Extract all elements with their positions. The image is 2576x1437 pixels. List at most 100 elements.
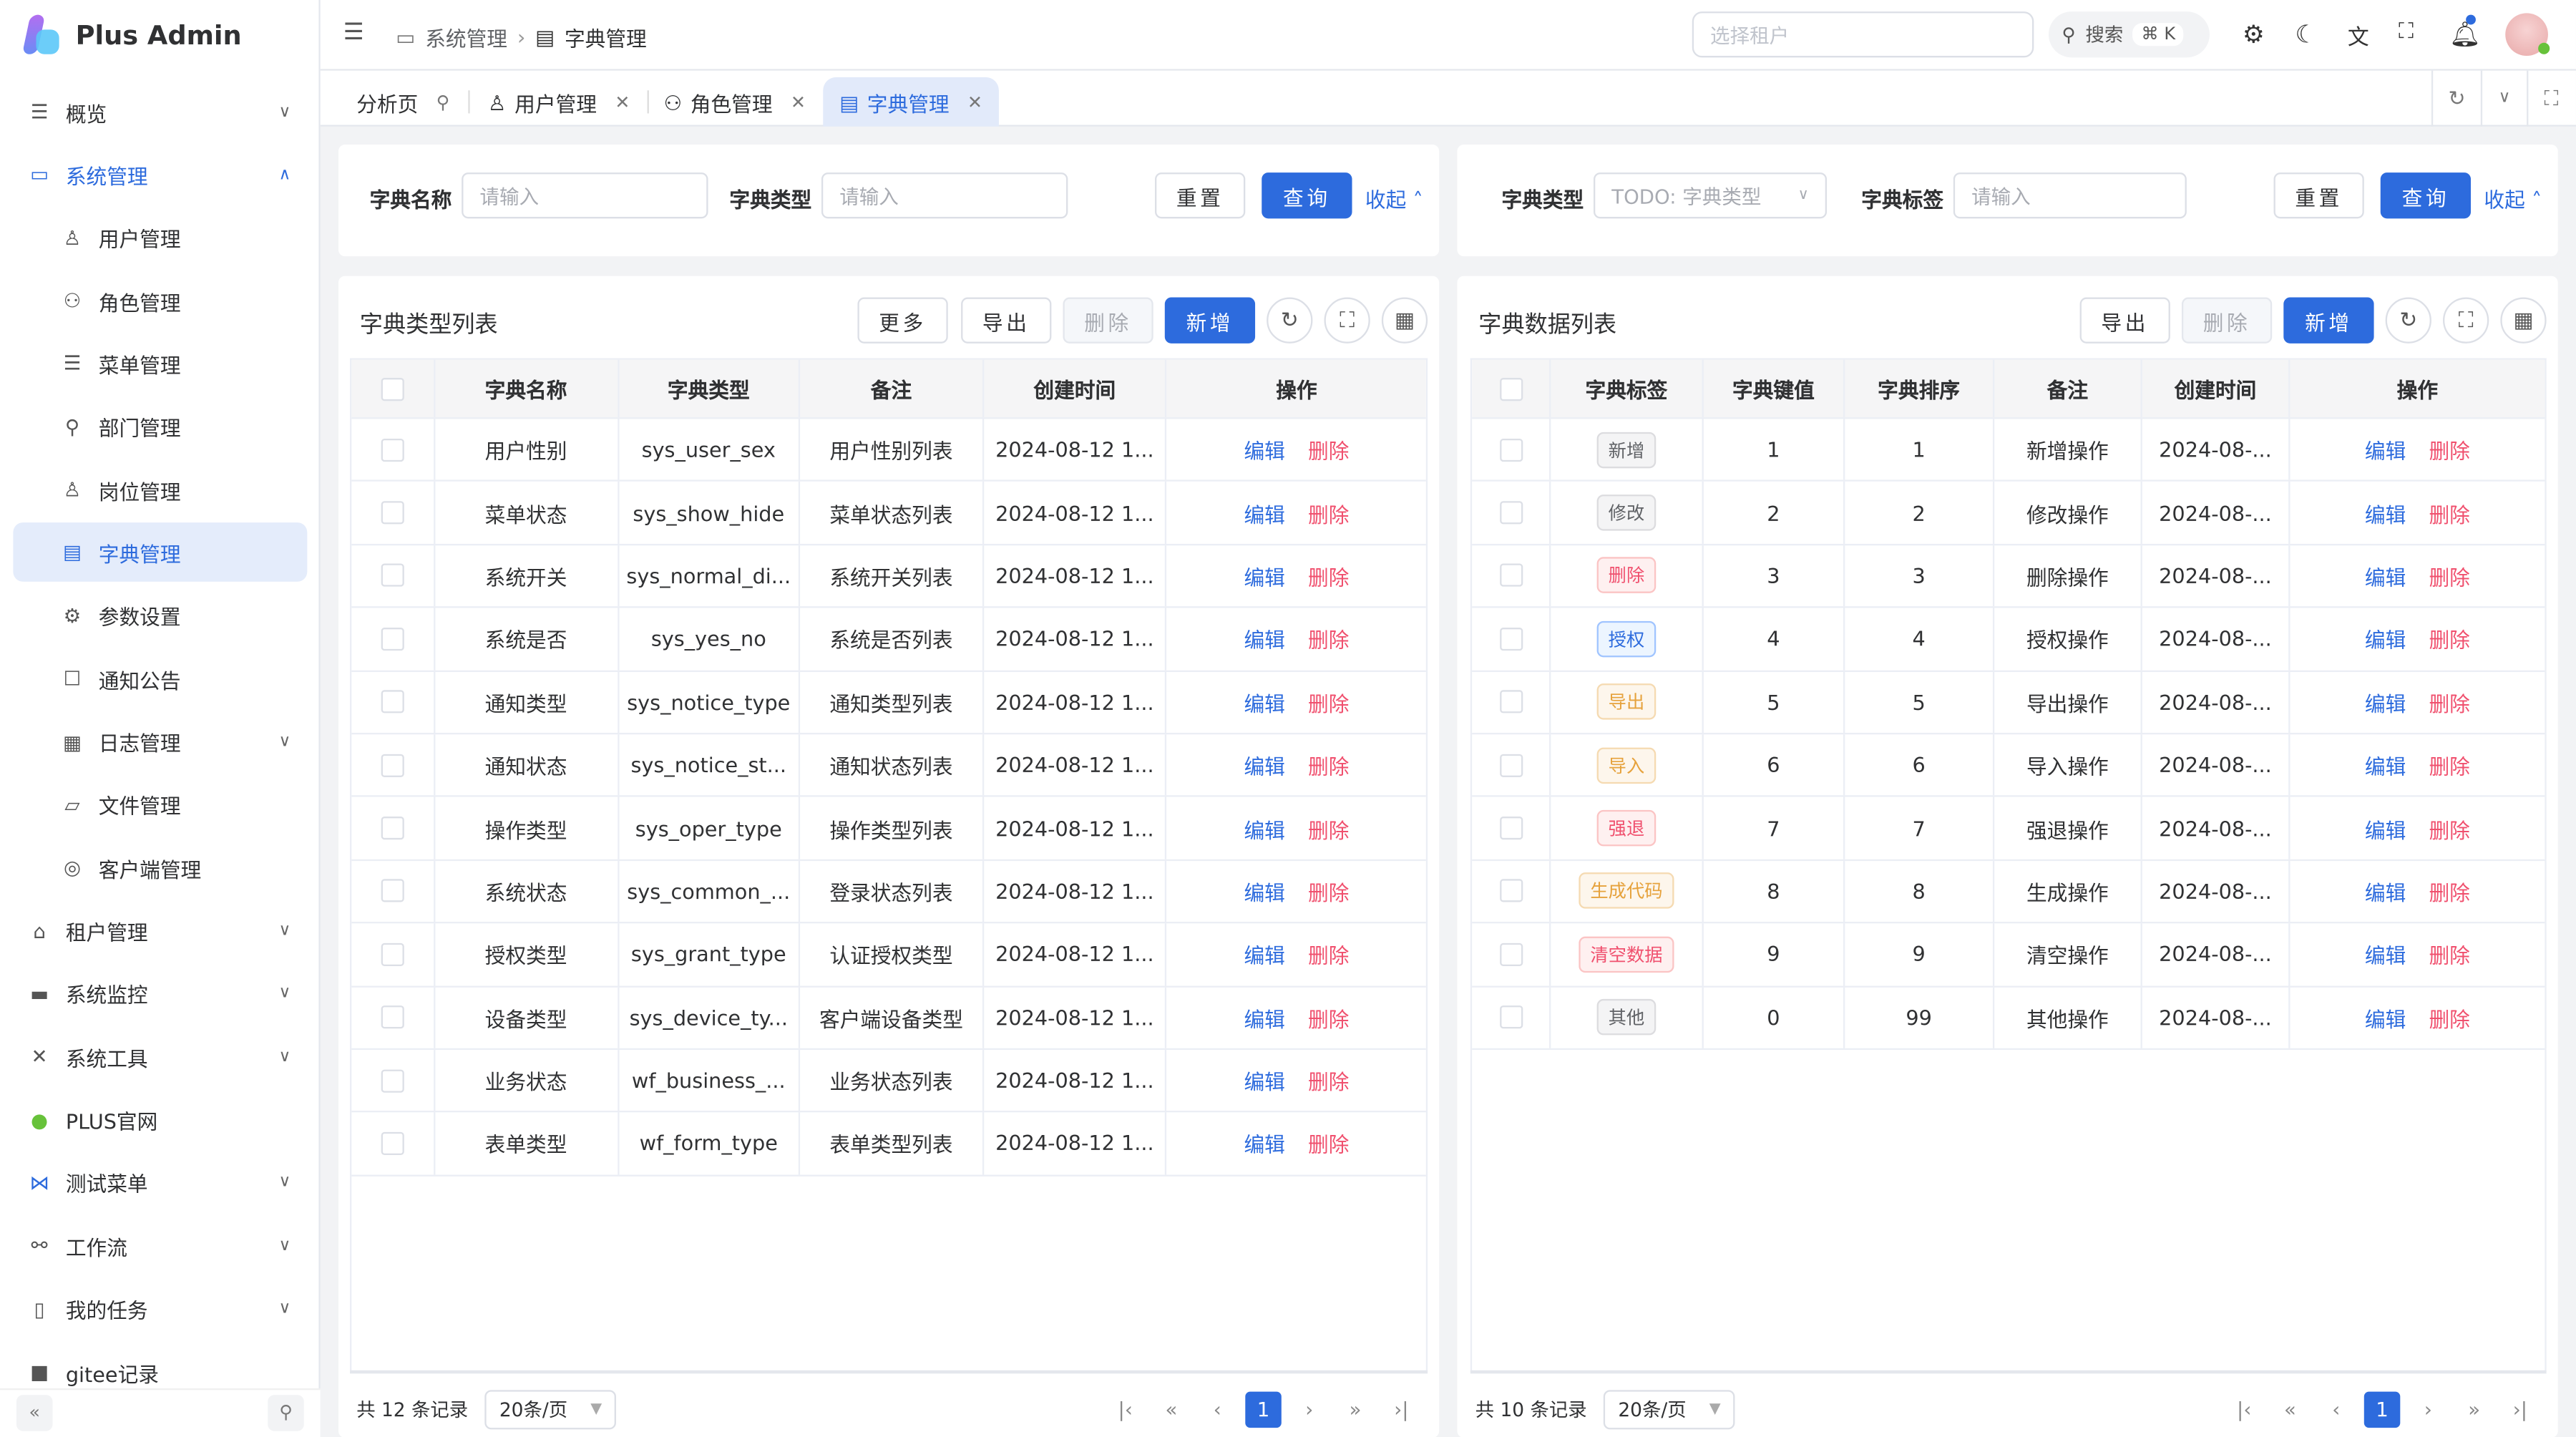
edit-link[interactable]: 编辑 [1244, 880, 1285, 905]
edit-link[interactable]: 编辑 [2364, 943, 2406, 969]
sidebar-item[interactable]: ■ gitee记录 [13, 1343, 307, 1402]
menu-toggle-icon[interactable]: ☰ [343, 19, 364, 47]
tenant-select[interactable]: 选择租户 [1692, 11, 2034, 58]
sidebar-item[interactable]: ▬ 系统监控 ∨ [13, 964, 307, 1023]
page-number[interactable]: 1 [1245, 1391, 1282, 1428]
sidebar-item[interactable]: ◎ 客户端管理 [13, 838, 307, 897]
delete-button[interactable]: 删除 [2181, 297, 2273, 344]
tab-dict-management[interactable]: ▤ 字典管理 ✕ [823, 77, 1000, 127]
delete-link[interactable]: 删除 [1308, 502, 1350, 527]
add-button[interactable]: 新增 [2283, 297, 2374, 344]
delete-link[interactable]: 删除 [1308, 691, 1350, 716]
edit-link[interactable]: 编辑 [1244, 502, 1285, 527]
sidebar-item[interactable]: ⚲ 部门管理 [13, 397, 307, 457]
delete-link[interactable]: 删除 [2429, 943, 2470, 969]
sidebar-item[interactable]: ▱ 文件管理 [13, 775, 307, 834]
first-page-icon[interactable]: |‹ [1118, 1398, 1133, 1421]
pin-icon[interactable]: ⚲ [436, 91, 450, 113]
edit-link[interactable]: 编辑 [1244, 1006, 1285, 1032]
next-fast-icon[interactable]: » [2468, 1398, 2481, 1421]
edit-link[interactable]: 编辑 [2364, 628, 2406, 653]
dict-tag-input[interactable]: 请输入 [1953, 172, 2187, 219]
search-button[interactable]: ⚲ 搜索 ⌘ K [2048, 11, 2210, 58]
sidebar-item[interactable]: ☰ 概览 ∨ [13, 82, 307, 142]
sidebar-item[interactable]: ⚇ 角色管理 [13, 271, 307, 331]
query-button[interactable]: 查询 [1262, 172, 1352, 219]
row-checkbox[interactable] [1499, 690, 1523, 713]
tab-user-management[interactable]: ♙ 用户管理 ✕ [472, 77, 646, 127]
row-checkbox[interactable] [381, 1131, 404, 1155]
edit-link[interactable]: 编辑 [1244, 565, 1285, 590]
row-checkbox[interactable] [381, 1068, 404, 1092]
delete-link[interactable]: 删除 [1308, 880, 1350, 905]
row-checkbox[interactable] [381, 942, 404, 966]
next-fast-icon[interactable]: » [1349, 1398, 1362, 1421]
edit-link[interactable]: 编辑 [2364, 439, 2406, 464]
dict-type-select[interactable]: TODO: 字典类型 ∨ [1594, 172, 1828, 219]
tab-analysis[interactable]: 分析页 ⚲ [340, 77, 466, 127]
delete-link[interactable]: 删除 [2429, 691, 2470, 716]
more-button[interactable]: 更多 [857, 297, 948, 344]
close-icon[interactable]: ✕ [790, 91, 806, 113]
row-checkbox[interactable] [381, 1005, 404, 1029]
delete-link[interactable]: 删除 [1308, 1069, 1350, 1095]
select-all-checkbox[interactable] [381, 376, 404, 401]
delete-link[interactable]: 删除 [2429, 880, 2470, 905]
close-icon[interactable]: ✕ [967, 91, 983, 113]
delete-link[interactable]: 删除 [1308, 628, 1350, 653]
sidebar-item[interactable]: ⚯ 工作流 ∨ [13, 1217, 307, 1276]
row-checkbox[interactable] [1499, 627, 1523, 651]
last-page-icon[interactable]: ›| [2512, 1398, 2528, 1421]
row-checkbox[interactable] [381, 880, 404, 903]
edit-link[interactable]: 编辑 [2364, 817, 2406, 842]
sidebar-item[interactable]: ♙ 用户管理 [13, 208, 307, 268]
delete-link[interactable]: 删除 [1308, 754, 1350, 779]
breadcrumb-item[interactable]: 系统管理 [425, 26, 508, 52]
gear-icon[interactable]: ⚙ [2242, 19, 2265, 49]
last-page-icon[interactable]: ›| [1394, 1398, 1409, 1421]
prev-fast-icon[interactable]: « [2284, 1398, 2296, 1421]
fullscreen-icon[interactable]: ⛶ [2399, 19, 2414, 44]
row-checkbox[interactable] [1499, 942, 1523, 966]
delete-link[interactable]: 删除 [2429, 628, 2470, 653]
fullscreen-icon[interactable]: ⛶ [1324, 297, 1370, 344]
moon-icon[interactable]: ☾ [2295, 19, 2318, 49]
row-checkbox[interactable] [381, 753, 404, 777]
edit-link[interactable]: 编辑 [2364, 565, 2406, 590]
delete-link[interactable]: 删除 [2429, 817, 2470, 842]
dict-name-input[interactable]: 请输入 [462, 172, 708, 219]
sidebar-item[interactable]: ▯ 我的任务 ∨ [13, 1280, 307, 1339]
edit-link[interactable]: 编辑 [1244, 691, 1285, 716]
chevron-down-icon[interactable]: ∨ [2482, 70, 2529, 127]
sidebar-item[interactable]: ♙ 岗位管理 [13, 460, 307, 520]
delete-link[interactable]: 删除 [2429, 565, 2470, 590]
logo[interactable]: Plus Admin [20, 14, 242, 54]
row-checkbox[interactable] [1499, 880, 1523, 903]
row-checkbox[interactable] [381, 438, 404, 462]
tab-role-management[interactable]: ⚇ 角色管理 ✕ [648, 77, 822, 127]
edit-link[interactable]: 编辑 [2364, 502, 2406, 527]
row-checkbox[interactable] [381, 690, 404, 713]
page-size-select[interactable]: 20条/页 ▼ [1603, 1390, 1736, 1430]
export-button[interactable]: 导出 [2079, 297, 2170, 344]
dict-type-input[interactable]: 请输入 [821, 172, 1068, 219]
bell-icon[interactable]: 🔔︎ [2449, 19, 2481, 49]
sidebar-item[interactable]: ✕ 系统工具 ∨ [13, 1028, 307, 1087]
reset-button[interactable]: 重置 [2273, 172, 2364, 219]
row-checkbox[interactable] [1499, 564, 1523, 588]
edit-link[interactable]: 编辑 [1244, 817, 1285, 842]
refresh-icon[interactable]: ↻ [2433, 70, 2483, 127]
first-page-icon[interactable]: |‹ [2237, 1398, 2252, 1421]
edit-link[interactable]: 编辑 [2364, 1006, 2406, 1032]
sidebar-item[interactable]: ● PLUS官网 [13, 1091, 307, 1150]
export-button[interactable]: 导出 [961, 297, 1052, 344]
next-page-icon[interactable]: › [2424, 1398, 2432, 1421]
edit-link[interactable]: 编辑 [1244, 628, 1285, 653]
edit-link[interactable]: 编辑 [2364, 880, 2406, 905]
next-page-icon[interactable]: › [1305, 1398, 1314, 1421]
row-checkbox[interactable] [381, 564, 404, 588]
maximize-icon[interactable]: ⛶ [2544, 85, 2559, 110]
query-button[interactable]: 查询 [2380, 172, 2472, 219]
select-all-checkbox[interactable] [1499, 376, 1523, 401]
edit-link[interactable]: 编辑 [2364, 691, 2406, 716]
